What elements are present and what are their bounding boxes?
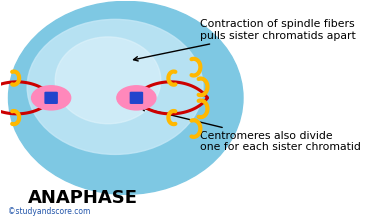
Circle shape	[117, 86, 156, 110]
Ellipse shape	[55, 37, 161, 124]
Ellipse shape	[9, 1, 243, 194]
Text: Centromeres also divide
one for each sister chromatid: Centromeres also divide one for each sis…	[140, 107, 361, 153]
FancyBboxPatch shape	[45, 92, 58, 104]
Circle shape	[32, 86, 71, 110]
Ellipse shape	[27, 19, 203, 155]
Text: ©studyandscore.com: ©studyandscore.com	[9, 207, 91, 216]
Text: ANAPHASE: ANAPHASE	[28, 189, 138, 207]
FancyBboxPatch shape	[130, 92, 143, 104]
Text: Contraction of spindle fibers
pulls sister chromatids apart: Contraction of spindle fibers pulls sist…	[134, 19, 356, 61]
